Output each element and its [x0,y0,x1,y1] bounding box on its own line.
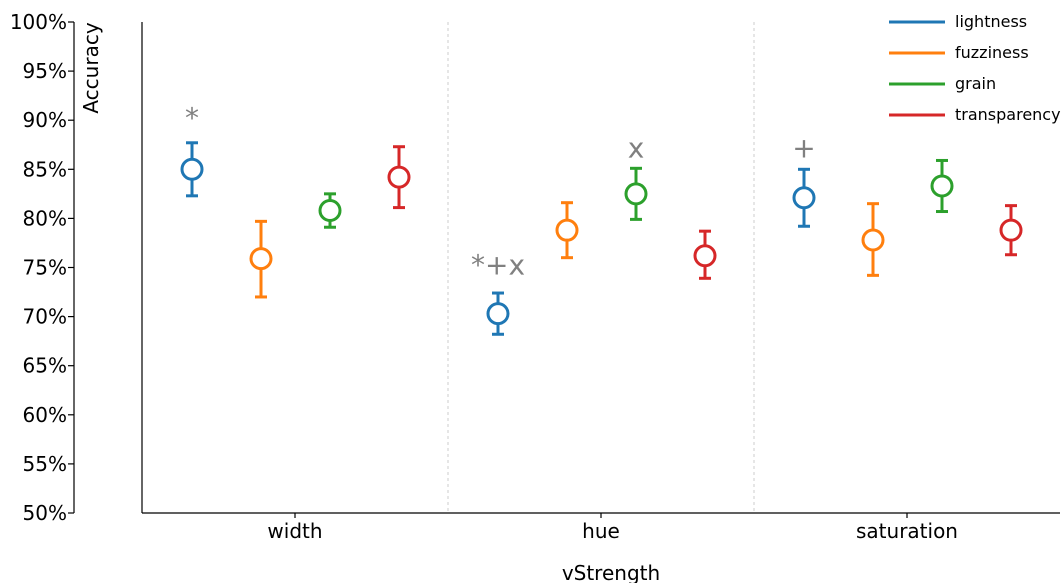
point-transparency-hue [693,229,717,280]
point-grain-saturation [930,158,954,214]
legend-entry-grain: grain [889,74,996,93]
significance-mark: x [628,132,645,165]
y-tick-label: 60% [23,403,67,427]
point-fuzziness-saturation [861,202,885,277]
mean-marker [792,186,816,210]
legend-label: grain [955,74,996,93]
mean-marker [318,199,342,223]
mean-marker [555,218,579,242]
legend-entry-transparency: transparency [889,105,1061,124]
legend-label: fuzziness [955,43,1029,62]
point-fuzziness-width [249,219,273,299]
point-lightness-width [180,141,204,198]
x-category-label-hue: hue [582,519,620,543]
point-lightness-hue [486,291,510,336]
y-tick-label: 70% [23,305,67,329]
significance-mark: + [792,132,815,165]
mean-marker [486,302,510,326]
y-tick-label: 80% [23,206,67,230]
legend-label: transparency [955,105,1061,124]
point-transparency-saturation [999,204,1023,257]
x-category-label-saturation: saturation [856,519,958,543]
point-lightness-saturation [792,167,816,228]
mean-marker [624,182,648,206]
x-category-label-width: width [267,519,322,543]
y-tick-label: 100% [10,10,67,34]
y-tick-label: 55% [23,452,67,476]
significance-annotations: * *+x x + [185,101,816,281]
mean-marker [693,244,717,268]
significance-mark: * [185,101,199,134]
significance-mark: *+x [471,249,525,282]
y-axis-title: Accuracy [79,22,103,113]
mean-marker [387,165,411,189]
y-tick-label: 85% [23,157,67,181]
mean-marker [249,247,273,271]
mean-marker [999,218,1023,242]
legend: lightness fuzziness grain transparency [889,12,1061,124]
point-grain-hue [624,166,648,221]
y-tick-label: 95% [23,59,67,83]
category-separators [447,22,755,513]
y-tick-label: 65% [23,354,67,378]
point-fuzziness-hue [555,201,579,260]
x-axis-title: vStrength [562,561,660,583]
point-transparency-width [387,145,411,210]
data-marks [180,141,1023,336]
x-category-labels: width hue saturation [267,513,958,543]
legend-entry-lightness: lightness [889,12,1027,31]
legend-label: lightness [955,12,1027,31]
y-tick-label: 75% [23,256,67,280]
point-grain-width [318,192,342,229]
legend-entry-fuzziness: fuzziness [889,43,1029,62]
y-axis: 50% 55% 60% 65% 70% 75% 80% 85% 90% 95% 100% [10,10,75,525]
y-tick-label: 50% [23,501,67,525]
plot-frame [141,22,1060,514]
y-tick-label: 90% [23,108,67,132]
mean-marker [861,228,885,252]
mean-marker [180,157,204,181]
mean-marker [930,174,954,198]
